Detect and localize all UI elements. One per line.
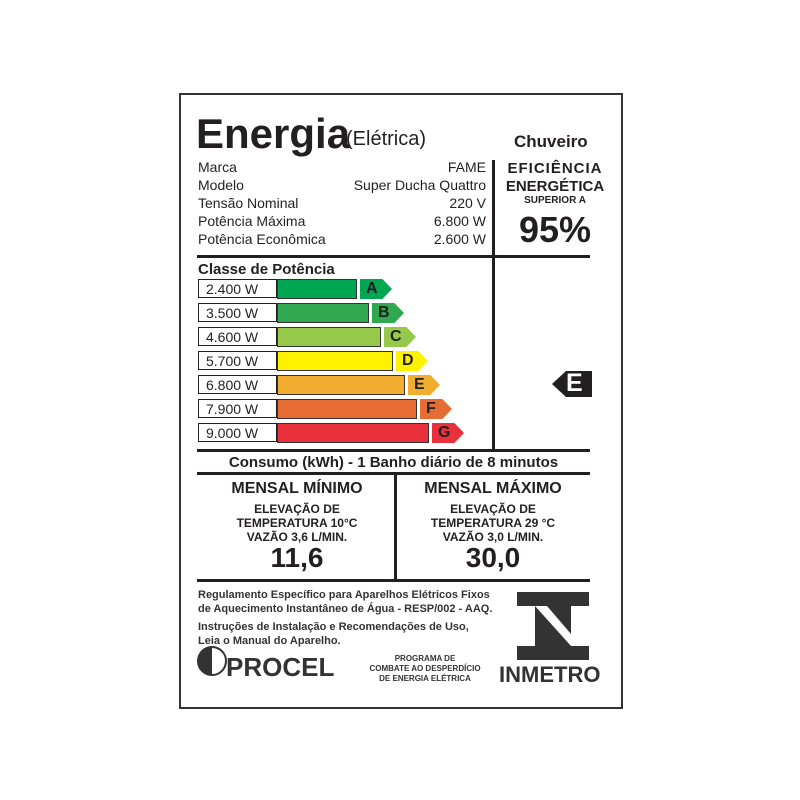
- reg-line: de Aquecimento Instantâneo de Água - RES…: [198, 603, 493, 615]
- class-power: 9.000 W: [198, 423, 277, 442]
- max-title: MENSAL MÁXIMO: [424, 480, 562, 497]
- consumption-title: Consumo (kWh) - 1 Banho diário de 8 minu…: [228, 454, 559, 471]
- max-line: TEMPERATURA 29 °C: [430, 516, 556, 530]
- efficiency-superior: SUPERIOR A: [524, 195, 586, 206]
- spec-label: Marca: [198, 159, 237, 175]
- title: Energia: [196, 110, 351, 157]
- spec-label: Tensão Nominal: [198, 195, 299, 211]
- instr-line: Leia o Manual do Aparelho.: [198, 635, 341, 647]
- class-arrow-b: B: [372, 303, 404, 323]
- efficiency-value: 95%: [518, 209, 592, 250]
- class-bar-e: [277, 375, 405, 395]
- class-arrow-d: D: [396, 351, 428, 371]
- divider: [197, 579, 590, 582]
- label-frame: [179, 93, 623, 709]
- instr-line: Instruções de Instalação e Recomendações…: [198, 621, 469, 633]
- monthly-min: MENSAL MÍNIMO ELEVAÇÃO DE TEMPERATURA 10…: [197, 480, 397, 572]
- class-power: 4.600 W: [198, 327, 277, 346]
- class-bar-b: [277, 303, 369, 323]
- class-bar-a: [277, 279, 357, 299]
- max-value: 30,0: [465, 542, 521, 573]
- prog-line: COMBATE AO DESPERDÍCIO: [369, 664, 481, 673]
- spec-value: 220 V: [449, 195, 486, 211]
- class-power: 3.500 W: [198, 303, 277, 322]
- min-value: 11,6: [270, 542, 324, 573]
- min-line: ELEVAÇÃO DE: [254, 502, 340, 516]
- prog-line: PROGRAMA DE: [394, 654, 456, 663]
- class-bar-c: [277, 327, 381, 347]
- class-bar-d: [277, 351, 393, 371]
- min-title: MENSAL MÍNIMO: [231, 480, 363, 497]
- class-power: 6.800 W: [198, 375, 277, 394]
- spec-value: 6.800 W: [433, 213, 486, 229]
- class-arrow-g: G: [432, 423, 464, 443]
- prog-line: DE ENERGIA ELÉTRICA: [379, 674, 471, 683]
- procel-logo: PROCEL: [226, 652, 335, 682]
- class-arrow-a: A: [360, 279, 392, 299]
- min-line: TEMPERATURA 10°C: [236, 516, 358, 530]
- subtitle: (Elétrica): [346, 128, 427, 150]
- divider: [197, 472, 590, 475]
- spec-label: Modelo: [198, 177, 244, 193]
- divider: [197, 255, 590, 258]
- class-power: 7.900 W: [198, 399, 277, 418]
- max-line: VAZÃO 3,0 L/MIN.: [442, 530, 544, 544]
- class-power: 5.700 W: [198, 351, 277, 370]
- spec-label: Potência Máxima: [198, 213, 306, 229]
- regulation-text: Regulamento Específico para Aparelhos El…: [198, 588, 492, 648]
- efficiency-label: EFICIÊNCIA: [507, 160, 603, 177]
- procel-bulb-icon: [197, 646, 227, 676]
- divider: [492, 160, 495, 450]
- reg-line: Regulamento Específico para Aparelhos El…: [198, 589, 490, 601]
- inmetro-text: INMETRO: [499, 662, 601, 687]
- inmetro-logo-icon: [517, 592, 589, 660]
- class-arrow-e: E: [408, 375, 440, 395]
- class-bar-g: [277, 423, 429, 443]
- class-arrow-f: F: [420, 399, 452, 419]
- monthly-max: MENSAL MÁXIMO ELEVAÇÃO DE TEMPERATURA 29…: [395, 480, 591, 572]
- class-arrow-c: C: [384, 327, 416, 347]
- min-line: VAZÃO 3,6 L/MIN.: [246, 530, 348, 544]
- product-type: Chuveiro: [514, 132, 588, 151]
- class-power: 2.400 W: [198, 279, 277, 298]
- selected-class-letter: E: [566, 369, 583, 397]
- spec-value: FAME: [447, 159, 486, 175]
- class-bar-f: [277, 399, 417, 419]
- max-line: ELEVAÇÃO DE: [450, 502, 536, 516]
- class-title: Classe de Potência: [198, 261, 335, 278]
- procel-program: PROGRAMA DE COMBATE AO DESPERDÍCIO DE EN…: [352, 654, 498, 684]
- spec-value: 2.600 W: [433, 231, 486, 247]
- spec-value: Super Ducha Quattro: [353, 177, 486, 193]
- divider: [197, 449, 590, 452]
- spec-label: Potência Econômica: [198, 231, 326, 247]
- efficiency-label-2: ENERGÉTICA: [505, 178, 605, 195]
- divider: [394, 472, 397, 580]
